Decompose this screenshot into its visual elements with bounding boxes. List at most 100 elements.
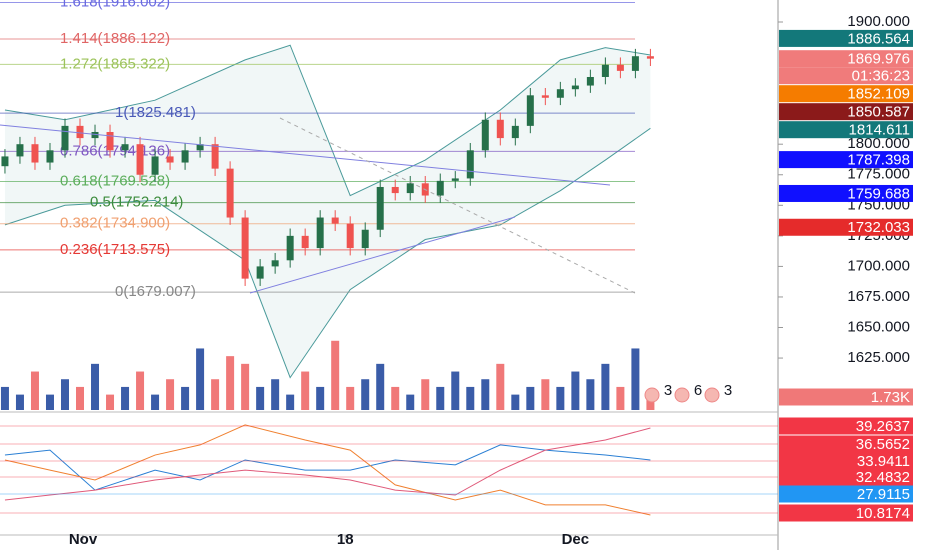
indicator-tag-label: 39.2637 <box>856 418 910 435</box>
candle-body <box>586 76 594 86</box>
fib-label: 1.414(1886.122) <box>60 30 170 47</box>
volume-bar <box>571 371 580 410</box>
candle-body <box>406 183 414 194</box>
price-tag-label: 1732.033 <box>847 219 910 236</box>
fib-label: 0(1679.007) <box>115 283 196 300</box>
candle-body <box>31 144 39 163</box>
volume-bar <box>286 394 295 410</box>
candle-body <box>136 144 144 175</box>
candle-body <box>166 156 174 163</box>
volume-bar <box>481 379 490 410</box>
fib-label: 1(1825.481) <box>115 104 196 121</box>
fib-label: 0.382(1734.900) <box>60 215 170 232</box>
indicator-tag: 10.8174 <box>779 504 913 522</box>
price-tag: 1732.033 <box>779 218 913 236</box>
indicator-tag: 36.5652 <box>779 435 913 453</box>
candle-body <box>61 125 69 151</box>
event-count: 3 <box>664 382 672 399</box>
indicator-tag-label: 32.4832 <box>856 469 910 486</box>
indicator-tag-box <box>779 468 913 486</box>
price-tag-label: 1814.611 <box>849 122 910 139</box>
price-tag-label: 1852.109 <box>847 86 910 103</box>
candle-body <box>46 150 54 163</box>
volume-bar <box>346 386 355 410</box>
candle-body <box>226 168 234 218</box>
indicator-line <box>4 427 651 501</box>
volume-bar <box>391 386 400 410</box>
candle-body <box>631 56 639 71</box>
band-fill <box>4 45 651 378</box>
volume-bar <box>361 379 370 410</box>
candle-body <box>256 266 264 279</box>
candle-body <box>496 119 504 139</box>
y-tick-label: 1900.000 <box>847 13 910 30</box>
volume-bar <box>301 371 310 410</box>
price-tag-box <box>779 29 913 47</box>
volume-bar <box>556 386 565 410</box>
countdown-tag-label: 01:36:23 <box>852 68 910 85</box>
volume-bar <box>406 394 415 410</box>
indicator-tag: 32.4832 <box>779 468 913 486</box>
candle-body <box>286 235 294 261</box>
band-lower <box>4 127 651 379</box>
volume-bar <box>316 386 325 410</box>
x-tick-label: Dec <box>562 531 590 548</box>
indicator-tag: 27.9115 <box>779 485 913 503</box>
event-icon <box>704 387 720 403</box>
candle-body <box>601 64 609 77</box>
volume-bar <box>241 363 250 410</box>
trend-line <box>249 216 516 294</box>
volume-bar <box>376 363 385 410</box>
candle-body <box>481 119 489 151</box>
candle-body <box>211 144 219 169</box>
x-tick-label: Nov <box>69 531 98 548</box>
candle-body <box>16 144 24 157</box>
volume-bar <box>196 348 205 410</box>
candle-body <box>331 217 339 224</box>
price-tag-box <box>779 50 913 68</box>
volume-bar <box>151 394 160 410</box>
event-icon <box>674 387 690 403</box>
candle-body <box>121 144 129 151</box>
volume-bar <box>526 386 535 410</box>
candle-body <box>301 235 309 249</box>
y-tick-label: 1625.000 <box>847 349 910 366</box>
candle-body <box>151 156 159 175</box>
indicator-tag-box <box>779 435 913 453</box>
volume-bar <box>181 386 190 410</box>
price-tag-box <box>779 85 913 103</box>
candle-body <box>511 125 519 139</box>
candle-body <box>616 64 624 71</box>
indicator-tag-label: 36.5652 <box>856 436 910 453</box>
price-tag-label: 1869.976 <box>847 51 910 68</box>
y-tick-label: 1700.000 <box>847 257 910 274</box>
indicator-tag: 33.9411 <box>779 452 913 470</box>
volume-bar <box>76 386 85 410</box>
trend-line <box>0 124 611 186</box>
candle-body <box>646 56 654 59</box>
volume-bar <box>331 340 340 410</box>
candle-body <box>571 85 579 90</box>
fib-label: 1.618(1916.002) <box>60 0 170 10</box>
volume-bar <box>256 386 265 410</box>
fib-label: 0.5(1752.214) <box>90 194 183 211</box>
price-tag-box <box>779 121 913 139</box>
volume-bar <box>271 379 280 410</box>
candle-body <box>181 150 189 163</box>
indicator-tag-box <box>779 504 913 522</box>
y-tick-label: 1800.000 <box>847 135 910 152</box>
candle-body <box>196 144 204 151</box>
candle-body <box>391 186 399 194</box>
event-icon <box>644 387 660 403</box>
volume-bar <box>601 363 610 410</box>
price-tag: 1886.564 <box>779 29 913 47</box>
volume-bar <box>436 386 445 410</box>
price-tag-label: 1787.398 <box>847 152 910 169</box>
x-tick-label: 18 <box>337 531 354 548</box>
volume-tag-box <box>779 388 913 406</box>
candle-body <box>76 125 84 139</box>
price-tag: 1814.611 <box>779 121 913 139</box>
candle-body <box>316 217 324 249</box>
